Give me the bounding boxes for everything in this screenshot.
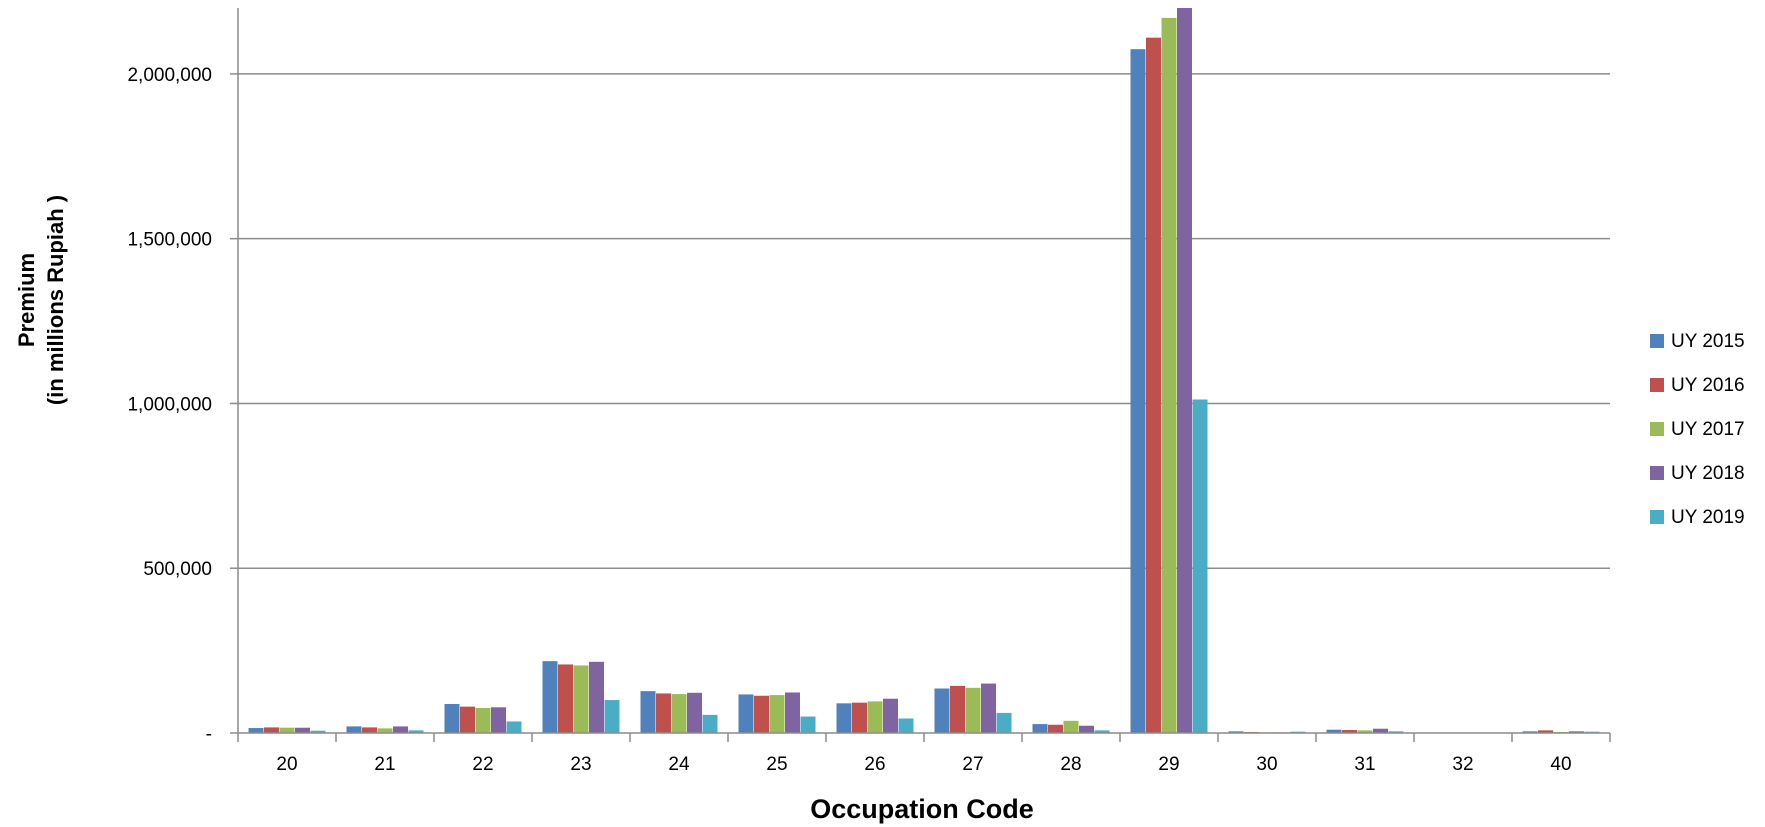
x-tick-label: 31 xyxy=(1354,754,1375,775)
bar xyxy=(310,730,326,733)
x-tick-label: 21 xyxy=(374,754,395,775)
bar xyxy=(867,701,883,733)
bar xyxy=(950,685,965,734)
x-axis-title: Occupation Code xyxy=(810,794,1034,824)
legend-label: UY 2018 xyxy=(1671,463,1745,484)
legend-label: UY 2016 xyxy=(1671,375,1745,396)
bar xyxy=(475,707,491,733)
bar xyxy=(393,726,408,733)
bar xyxy=(444,704,460,733)
axes xyxy=(230,8,1611,742)
bar xyxy=(460,706,475,733)
bar xyxy=(1192,399,1208,733)
x-tick-label: 26 xyxy=(864,754,885,775)
bar xyxy=(408,730,424,733)
bar xyxy=(1388,731,1404,733)
legend-swatch xyxy=(1650,378,1664,392)
bar xyxy=(1146,37,1161,734)
bar xyxy=(1569,731,1584,733)
bar xyxy=(996,712,1012,733)
bar xyxy=(769,695,785,733)
bar xyxy=(542,661,558,733)
bar xyxy=(1094,730,1110,733)
legend-label: UY 2019 xyxy=(1671,507,1745,528)
bar xyxy=(640,691,656,733)
bar xyxy=(934,688,950,733)
bar xyxy=(248,728,264,733)
y-axis-title-line1: Premium xyxy=(14,253,39,347)
y-axis-title: Premium (in millions Rupiah ) xyxy=(14,195,68,405)
y-tick-label: - xyxy=(206,724,212,745)
bar xyxy=(1130,49,1146,733)
bar xyxy=(687,692,702,733)
bar xyxy=(656,693,671,733)
bar xyxy=(1063,720,1079,733)
legend-swatch xyxy=(1650,466,1664,480)
x-tick-label: 30 xyxy=(1256,754,1277,775)
bar xyxy=(800,716,816,733)
bar xyxy=(852,702,867,733)
legend-swatch xyxy=(1650,422,1664,436)
bar xyxy=(1032,724,1048,733)
bar xyxy=(671,694,687,733)
bar xyxy=(1161,17,1177,733)
bar xyxy=(295,727,310,733)
legend-swatch xyxy=(1650,510,1664,524)
bar xyxy=(589,661,604,733)
bar xyxy=(1522,731,1538,733)
y-tick-label: 1,000,000 xyxy=(127,394,212,415)
bar xyxy=(965,687,981,733)
bar xyxy=(1357,730,1373,733)
bar xyxy=(264,727,279,733)
x-tick-label: 40 xyxy=(1550,754,1571,775)
x-tick-label: 29 xyxy=(1158,754,1179,775)
bar xyxy=(883,698,898,733)
y-tick-label: 2,000,000 xyxy=(127,65,212,86)
x-tick-label: 28 xyxy=(1060,754,1081,775)
bars xyxy=(248,8,1600,734)
bar xyxy=(1177,8,1192,733)
bar xyxy=(1079,725,1094,733)
bar xyxy=(738,694,754,733)
bar xyxy=(702,714,718,734)
y-tick-label: 500,000 xyxy=(143,559,212,580)
bar xyxy=(1326,729,1342,733)
bar xyxy=(1228,731,1244,733)
bar xyxy=(1342,730,1357,733)
bar xyxy=(604,700,620,733)
bar xyxy=(981,683,996,733)
legend-label: UY 2015 xyxy=(1671,331,1745,352)
bar xyxy=(279,727,295,733)
bar xyxy=(836,703,852,733)
bar xyxy=(491,707,506,733)
bar xyxy=(1373,728,1388,733)
bar xyxy=(377,728,393,733)
bar xyxy=(346,726,362,733)
x-tick-label: 20 xyxy=(276,754,297,775)
bar xyxy=(1538,730,1553,733)
bar xyxy=(558,664,573,733)
x-tick-label: 25 xyxy=(766,754,787,775)
gridlines xyxy=(238,73,1610,569)
y-axis-title-line2: (in millions Rupiah ) xyxy=(43,195,68,405)
bar xyxy=(506,721,522,733)
x-tick-label: 22 xyxy=(472,754,493,775)
bar xyxy=(785,692,800,733)
bar xyxy=(898,718,914,733)
y-tick-label: 1,500,000 xyxy=(127,230,212,251)
x-tick-label: 27 xyxy=(962,754,983,775)
x-tick-label: 32 xyxy=(1452,754,1473,775)
x-tick-label: 23 xyxy=(570,754,591,775)
bar xyxy=(362,727,377,733)
tick-labels: - 500,000 1,000,000 1,500,000 2,000,000 20 21 2… xyxy=(127,65,1571,775)
bar xyxy=(1048,724,1063,733)
legend: UY 2015 UY 2016 UY 2017 UY 2018 UY 2019 xyxy=(1650,331,1745,528)
bar xyxy=(573,665,589,733)
x-tick-label: 24 xyxy=(668,754,690,775)
legend-label: UY 2017 xyxy=(1671,419,1745,440)
legend-swatch xyxy=(1650,334,1664,348)
bar xyxy=(754,695,769,733)
